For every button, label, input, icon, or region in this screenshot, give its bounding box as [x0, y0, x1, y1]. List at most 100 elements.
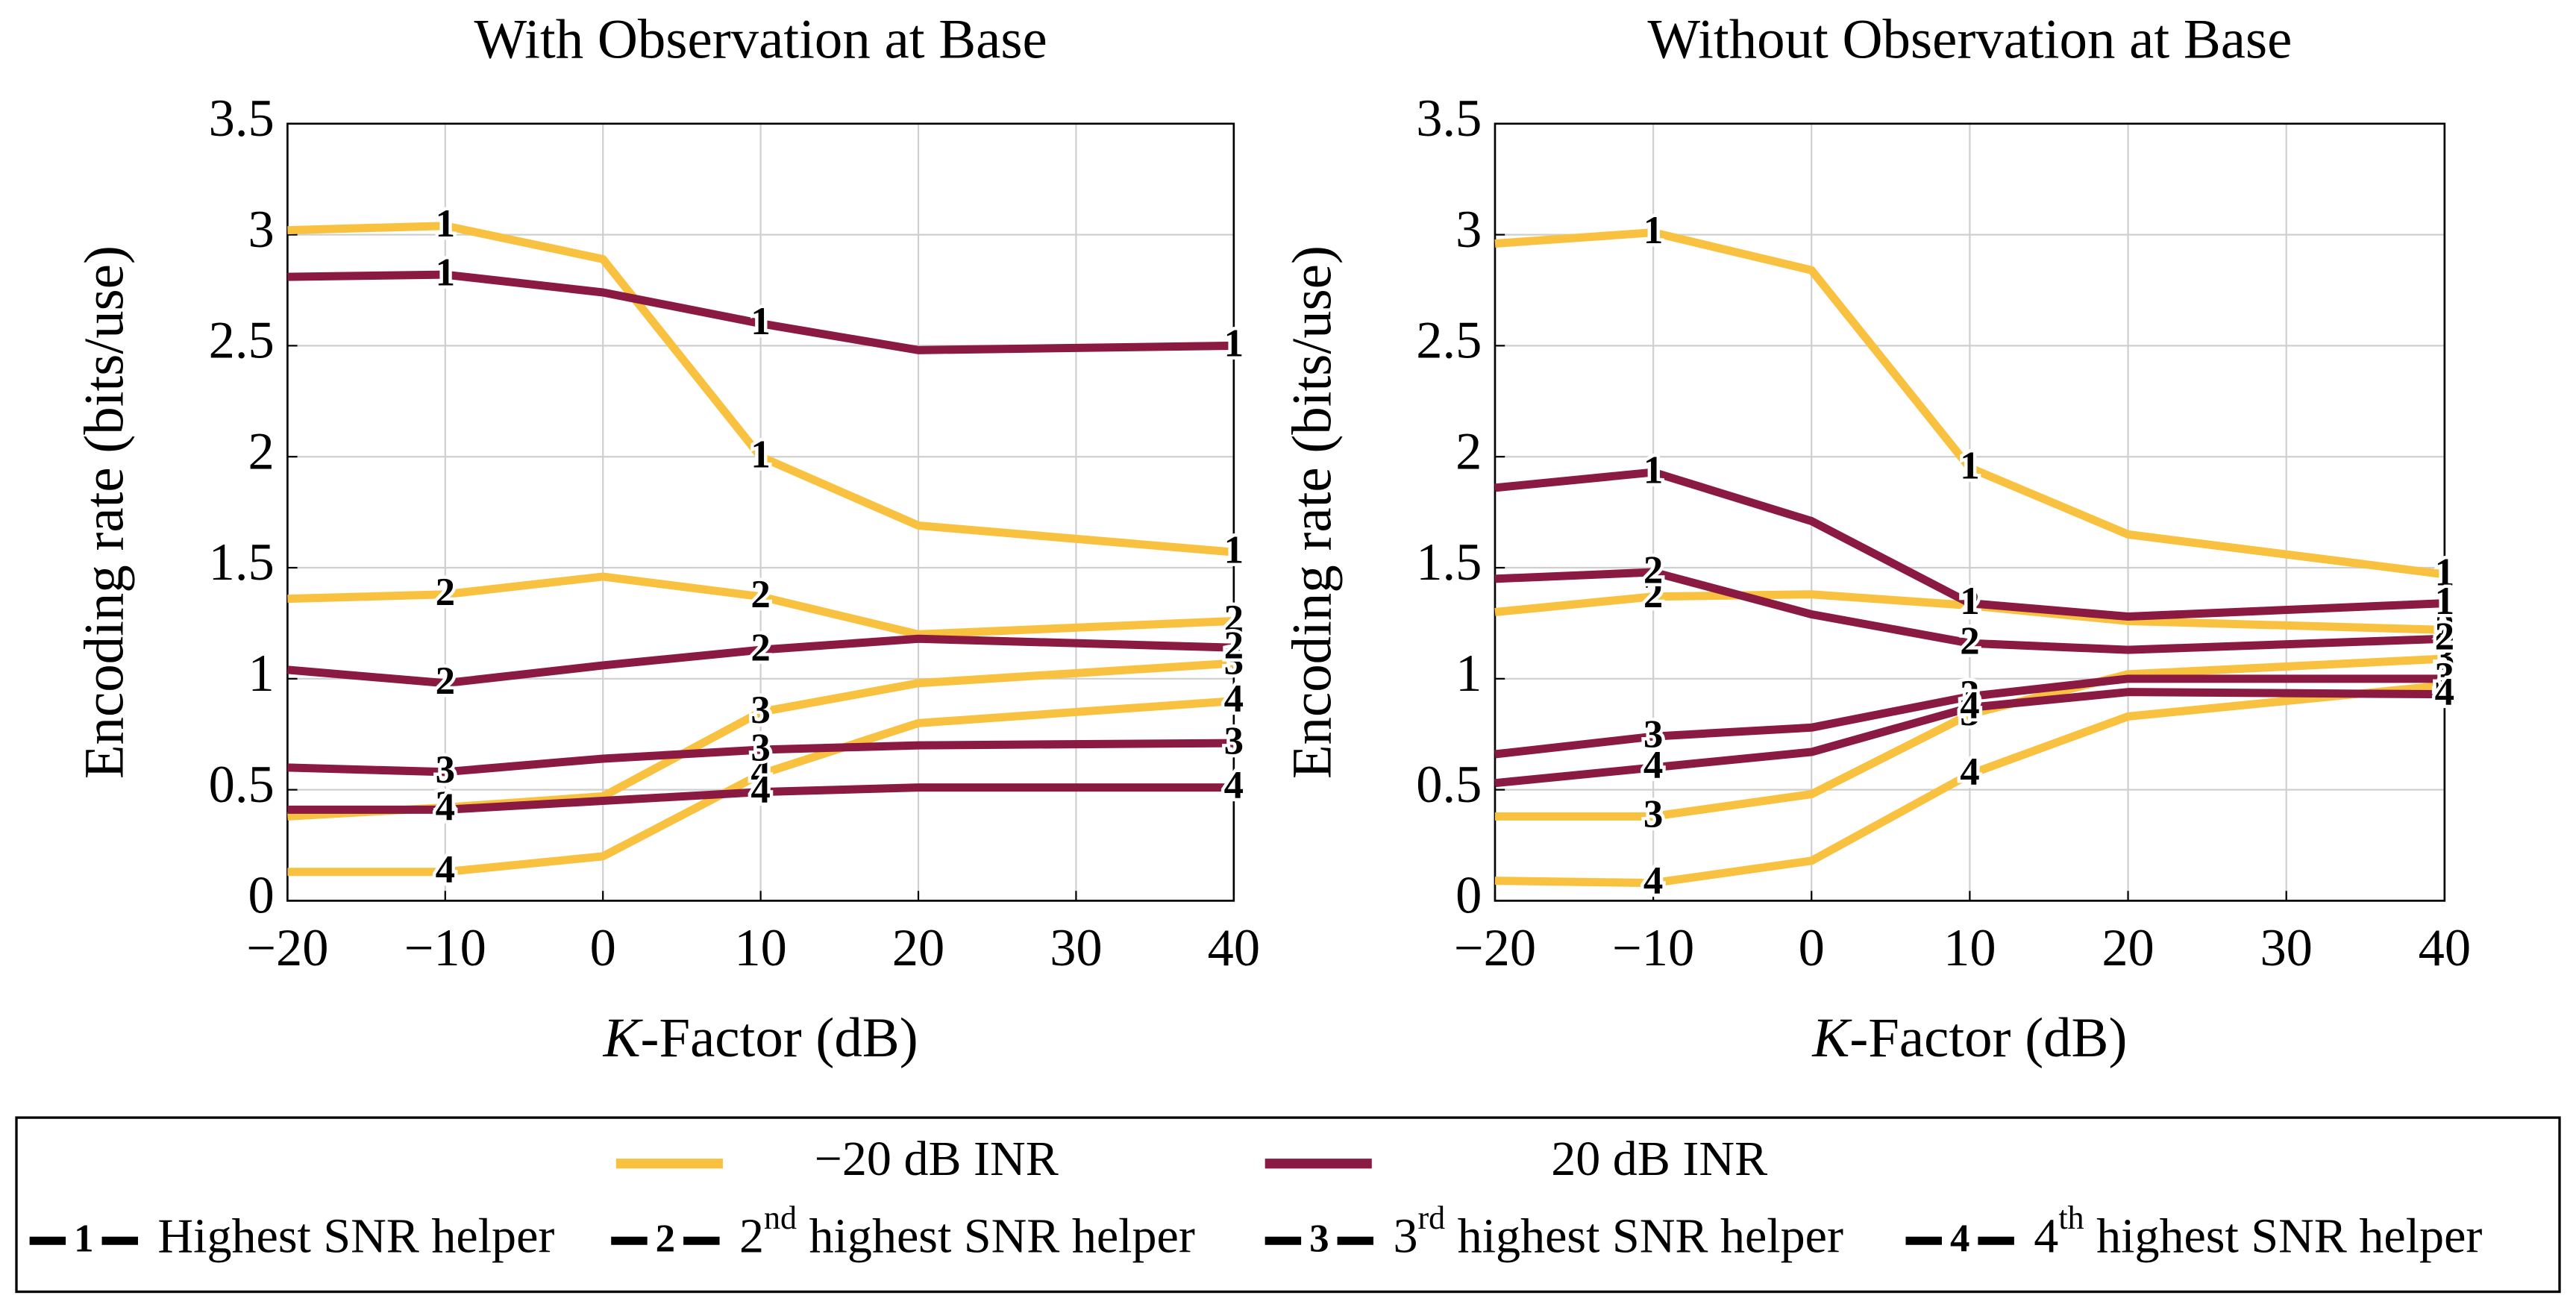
y-axis-label: Encoding rate (bits/use) [1281, 245, 1343, 779]
legend-label: 20 dB INR [1551, 1132, 1767, 1186]
x-tick-label: 0 [590, 919, 616, 977]
series-marker-label: 1 [1960, 444, 1979, 487]
legend-ordinal: 2 [739, 1209, 764, 1263]
series-marker-label: 1 [436, 251, 455, 295]
legend-box [15, 1116, 2561, 1294]
x-tick-label: −10 [1612, 919, 1694, 977]
series-marker-label: 3 [2435, 635, 2454, 678]
series-marker-label: 2 [1643, 548, 1663, 592]
series-line [1494, 568, 2445, 654]
series-marker-label: 2 [1960, 582, 1979, 625]
x-tick-label: 40 [1208, 919, 1260, 977]
x-tick-label: 40 [2419, 919, 2471, 977]
series-marker-label: 3 [2435, 655, 2454, 698]
y-tick-label: 3 [1455, 201, 1482, 259]
series-line [1494, 654, 2445, 821]
series-marker-label: 3 [436, 748, 455, 792]
series-line [287, 783, 1234, 814]
plot-frame [1494, 122, 2446, 902]
x-tick-label: 0 [1799, 919, 1825, 977]
legend-symbol: 4 [1950, 1217, 1969, 1261]
series-marker-label: 1 [1224, 529, 1244, 572]
legend-label: 2nd highest SNR helper [739, 1200, 1195, 1263]
y-tick-label: 0.5 [209, 756, 275, 814]
series-marker-label: 2 [436, 571, 455, 614]
series-line [1494, 590, 2445, 634]
series-marker-label: 4 [436, 786, 455, 830]
legend-suffix: th [2058, 1200, 2084, 1236]
legend-suffix: nd [764, 1200, 797, 1236]
x-axis-label: K-Factor (dB) [603, 1007, 918, 1069]
series-marker-label: 2 [436, 659, 455, 703]
series-marker-label: 2 [750, 573, 770, 616]
series-marker-label: 3 [750, 689, 770, 732]
series-marker-label: 2 [2435, 615, 2454, 659]
legend-label: 3rd highest SNR helper [1393, 1200, 1843, 1263]
y-tick-label: 0 [248, 867, 275, 925]
series-marker-label: 3 [1643, 713, 1663, 756]
legend-suffix: rd [1417, 1200, 1445, 1236]
y-tick-label: 2.5 [209, 312, 275, 370]
series-line [1494, 468, 2445, 621]
y-tick-label: 0.5 [1416, 756, 1482, 814]
y-tick-label: 3 [248, 201, 275, 259]
y-axis-label: Encoding rate (bits/use) [74, 245, 136, 779]
series-line [287, 739, 1234, 777]
series-marker-label: 1 [750, 300, 770, 343]
series-marker-label: 3 [1643, 793, 1663, 836]
series-marker-label: 4 [1643, 859, 1663, 903]
legend-symbol: 2 [656, 1217, 675, 1261]
x-tick-label: 20 [2102, 919, 2154, 977]
legend-label: 4th highest SNR helper [2034, 1200, 2482, 1263]
x-axis-label-rest: -Factor (dB) [641, 1007, 918, 1069]
series-marker-label: 4 [2435, 662, 2454, 705]
x-axis-label-rest: -Factor (dB) [1849, 1007, 2127, 1069]
series-marker-label: 3 [1224, 719, 1244, 762]
series-marker-label: 2 [1643, 573, 1663, 616]
series-marker-label: 3 [750, 726, 770, 769]
y-tick-label: 2.5 [1416, 312, 1482, 370]
chart-title: Without Observation at Base [1647, 8, 2292, 70]
series-marker-label: 3 [436, 784, 455, 827]
series-marker-label: 2 [1224, 624, 1244, 667]
series-marker-label: 1 [750, 433, 770, 477]
series-line [287, 270, 1234, 354]
series-marker-label: 4 [1960, 684, 1979, 727]
x-tick-label: 30 [2260, 919, 2312, 977]
legend-text: Highest SNR helper [157, 1209, 554, 1263]
series-marker-label: 4 [1643, 744, 1663, 787]
x-tick-label: 30 [1050, 919, 1102, 977]
legend-ordinal: 4 [2034, 1209, 2058, 1263]
series-line [287, 222, 1235, 557]
x-tick-label: −20 [246, 919, 328, 977]
x-tick-label: −20 [1454, 919, 1536, 977]
plot-frame [286, 122, 1235, 902]
legend-symbol: 1 [74, 1217, 93, 1261]
legend-ordinal: 3 [1393, 1209, 1417, 1263]
series-marker-label: 4 [1224, 764, 1244, 807]
series-line [287, 572, 1235, 639]
y-tick-label: 1.5 [209, 533, 275, 592]
series-marker-label: 2 [2435, 607, 2454, 650]
y-tick-label: 1 [1455, 645, 1482, 703]
series-marker-label: 1 [1643, 448, 1663, 492]
series-marker-label: 2 [750, 626, 770, 669]
series-line [286, 634, 1234, 688]
series-marker-label: 3 [1960, 673, 1979, 716]
x-axis-label-italic: K [1811, 1007, 1852, 1069]
series-marker-label: 1 [2435, 551, 2454, 594]
x-axis-label-italic: K [603, 1007, 644, 1069]
series-marker-label: 1 [1224, 322, 1244, 366]
y-tick-label: 3.5 [1416, 90, 1482, 148]
series-marker-label: 4 [2435, 671, 2454, 714]
chart-title: With Observation at Base [474, 8, 1047, 70]
series-line [1494, 674, 2445, 759]
x-tick-label: −10 [404, 919, 486, 977]
series-marker-label: 1 [436, 202, 455, 245]
y-tick-label: 1 [248, 645, 275, 703]
legend-label: −20 dB INR [815, 1132, 1059, 1186]
legend-text: highest SNR helper [797, 1209, 1195, 1263]
series-line [1494, 228, 2445, 579]
series-line [1494, 688, 2445, 788]
series-marker-label: 4 [750, 768, 770, 812]
